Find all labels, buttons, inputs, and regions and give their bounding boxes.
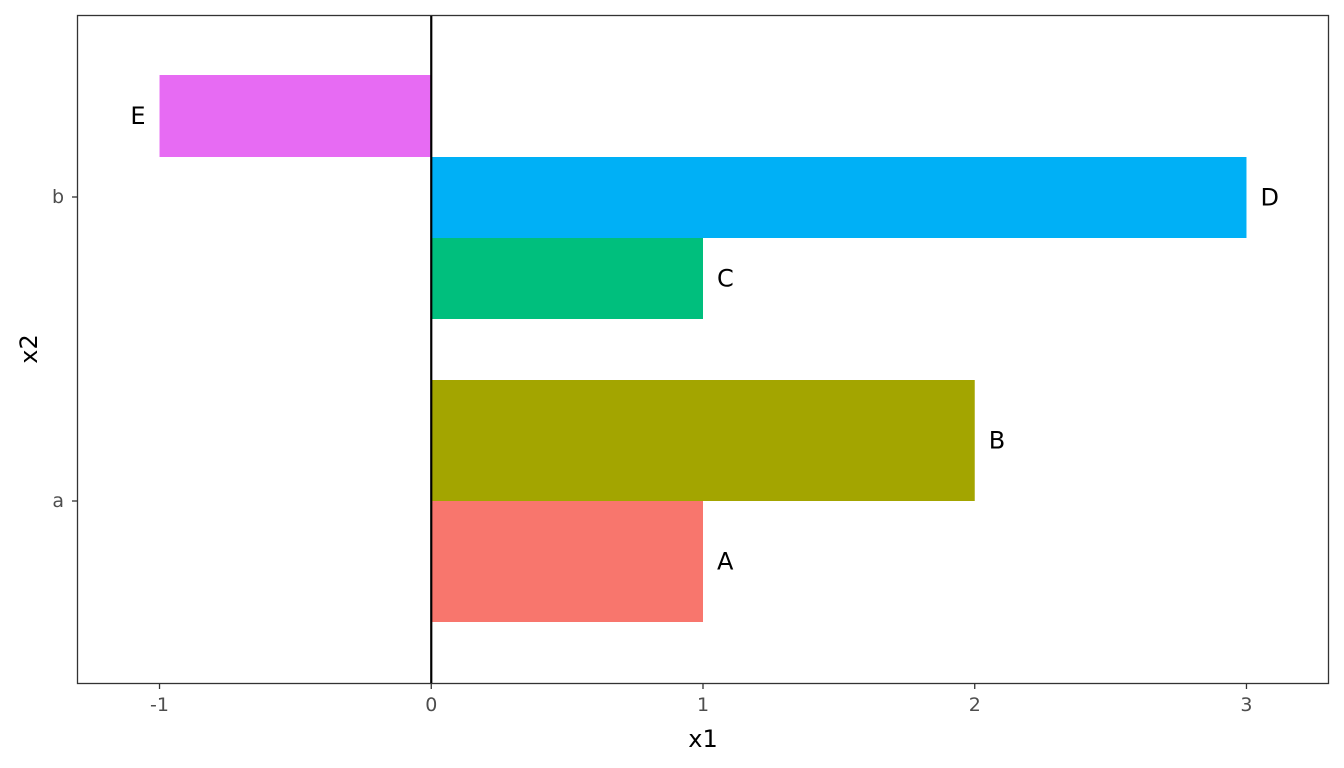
bar-label-a: A [717, 548, 734, 576]
bar-a [431, 501, 703, 622]
bar-label-c: C [717, 265, 734, 293]
y-axis-title: x2 [15, 334, 43, 363]
bar-c [431, 238, 703, 319]
x-tick-label: 0 [425, 694, 437, 716]
bar-label-b: B [989, 427, 1005, 455]
y-axis: ab [52, 186, 78, 512]
x-tick-label: 2 [969, 694, 981, 716]
bar-labels-layer: A B C D E [130, 102, 1279, 576]
bar-label-d: D [1260, 184, 1278, 212]
y-tick-label: b [52, 186, 64, 208]
bar-e [159, 75, 432, 157]
bar-d [431, 157, 1247, 238]
bar-b [431, 380, 975, 501]
x-tick-label: 1 [697, 694, 709, 716]
x-tick-label: 3 [1240, 694, 1252, 716]
x-axis-title: x1 [688, 725, 717, 753]
y-tick-label: a [52, 490, 64, 512]
bar-label-e: E [130, 102, 145, 130]
x-axis: -1 0 1 2 3 [150, 683, 1253, 716]
bars-layer [159, 75, 1247, 622]
x-tick-label: -1 [150, 694, 169, 716]
